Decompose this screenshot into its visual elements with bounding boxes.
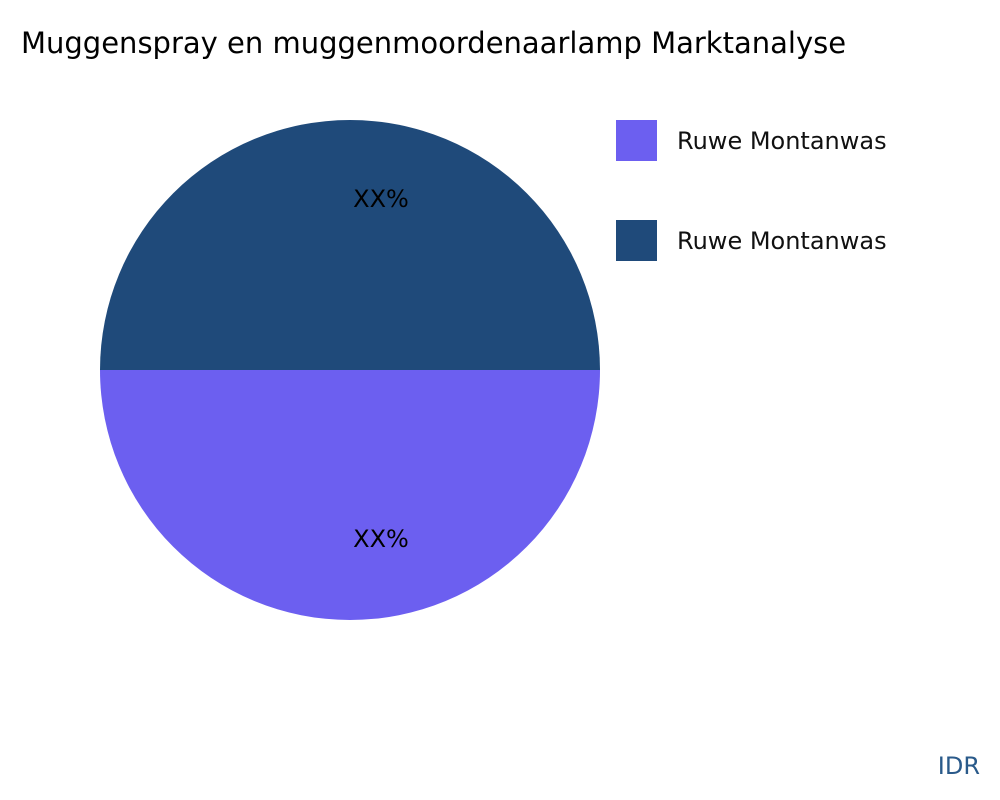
legend-label: Ruwe Montanwas bbox=[677, 126, 887, 155]
pie-slice[interactable] bbox=[100, 120, 600, 370]
slice-label: XX% bbox=[353, 185, 409, 213]
legend-swatch bbox=[616, 220, 657, 261]
legend-swatch bbox=[616, 120, 657, 161]
chart-title: Muggenspray en muggenmoordenaarlamp Mark… bbox=[21, 26, 847, 60]
brand-logo-text: IDR bbox=[937, 752, 980, 780]
legend-item[interactable]: Ruwe Montanwas bbox=[616, 120, 887, 161]
slice-label: XX% bbox=[353, 525, 409, 553]
legend-label: Ruwe Montanwas bbox=[677, 226, 887, 255]
legend-item[interactable]: Ruwe Montanwas bbox=[616, 220, 887, 261]
pie-slice[interactable] bbox=[100, 370, 600, 620]
